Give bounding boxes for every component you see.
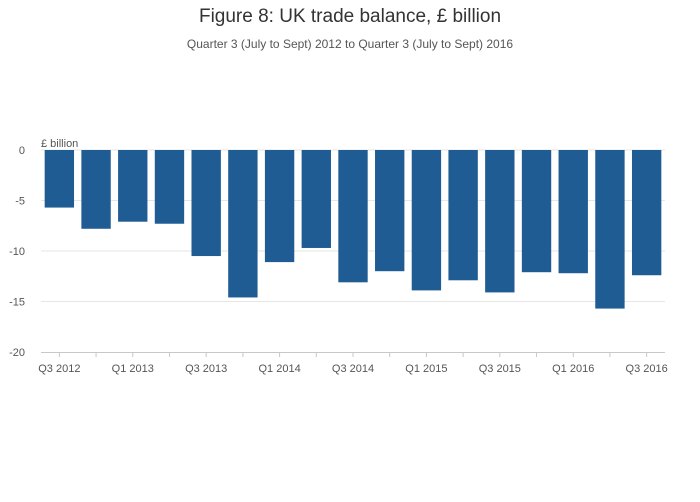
y-tick-label: 0 <box>19 145 25 157</box>
bar: Q1 2016: -12.2 <box>558 150 588 274</box>
y-tick-label: -20 <box>9 347 25 359</box>
bar: Q4 2012: -7.8 <box>81 150 111 229</box>
bar: Q1 2015: -13.9 <box>411 150 442 291</box>
bar: Q3 2013: -10.5 <box>191 150 221 257</box>
y-tick-label: -5 <box>15 196 25 208</box>
bar: Q2 2016: -15.7 <box>595 150 625 309</box>
x-tick-label: Q3 2013 <box>185 363 227 375</box>
bar: Q3 2015: -14.1 <box>485 150 515 293</box>
x-tick-label: Q3 2015 <box>479 363 521 375</box>
bars: Q3 2012: -5.7Q4 2012: -7.8Q1 2013: -7.1Q… <box>44 150 662 309</box>
x-axis: Q3 2012 Q1 2013 Q3 2013 Q1 2014 Q3 2014 Q1 20… <box>38 352 668 375</box>
bar: Q3 2016: -12.4 <box>631 150 662 276</box>
bar: Q2 2014: -9.7 <box>301 150 331 248</box>
bar: Q4 2014: -12 <box>375 150 405 272</box>
chart-title: Figure 8: UK trade balance, £ billion <box>198 6 502 27</box>
bar: Q3 2012: -5.7 <box>44 150 75 208</box>
y-axis: 0 -5 -10 -15 -20 <box>9 145 25 359</box>
bar: Q1 2014: -11.1 <box>264 150 295 263</box>
y-tick-label: -10 <box>9 246 25 258</box>
x-tick-label: Q1 2015 <box>405 363 447 375</box>
x-tick-label: Q1 2014 <box>258 363 300 375</box>
chart-subtitle: Quarter 3 (July to Sept) 2012 to Quarter… <box>186 37 514 51</box>
x-tick-label: Q3 2014 <box>332 363 374 375</box>
x-tick-label: Q1 2016 <box>552 363 594 375</box>
bar: Q4 2013: -14.6 <box>228 150 258 298</box>
bar: Q3 2014: -13.1 <box>338 150 368 283</box>
bar: Q2 2013: -7.3 <box>154 150 185 224</box>
x-tick-label: Q3 2016 <box>626 363 668 375</box>
bar: Q2 2015: -12.9 <box>448 150 478 281</box>
bar: Q4 2015: -12.1 <box>521 150 552 273</box>
x-tick-label: Q3 2012 <box>38 363 80 375</box>
bar: Q1 2013: -7.1 <box>118 150 148 222</box>
x-tick-label: Q1 2013 <box>112 363 154 375</box>
y-axis-unit-label: £ billion <box>41 138 78 150</box>
y-tick-label: -15 <box>9 297 25 309</box>
